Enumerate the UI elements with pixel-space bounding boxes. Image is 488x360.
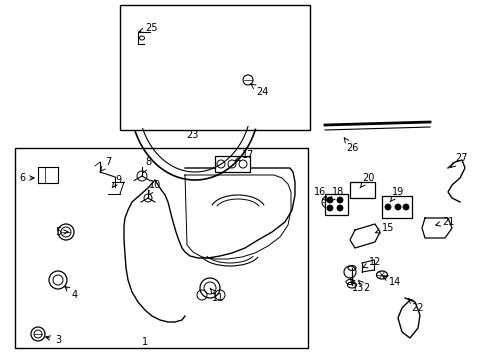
Text: 13: 13 — [349, 278, 364, 293]
Text: 8: 8 — [142, 157, 151, 173]
Text: 7: 7 — [100, 157, 111, 172]
Circle shape — [384, 204, 390, 210]
Circle shape — [336, 205, 342, 211]
Text: 20: 20 — [359, 173, 373, 188]
Text: 23: 23 — [185, 130, 198, 140]
Text: 21: 21 — [435, 217, 453, 227]
Text: 15: 15 — [375, 223, 393, 233]
Bar — [15, 148, 307, 348]
Text: 14: 14 — [382, 276, 400, 287]
Text: 3: 3 — [46, 335, 61, 345]
Bar — [325, 194, 347, 215]
Text: 6: 6 — [19, 173, 34, 183]
Circle shape — [402, 204, 408, 210]
Bar — [215, 156, 249, 172]
Text: 5: 5 — [55, 227, 68, 237]
Text: 27: 27 — [450, 153, 468, 167]
Text: 19: 19 — [389, 187, 403, 202]
Polygon shape — [421, 218, 451, 238]
Text: 12: 12 — [362, 257, 381, 268]
Text: 18: 18 — [329, 187, 344, 202]
Text: 26: 26 — [344, 138, 357, 153]
Circle shape — [336, 197, 342, 203]
Text: 2: 2 — [357, 280, 368, 293]
Text: 24: 24 — [250, 84, 267, 97]
Bar — [120, 5, 309, 130]
Circle shape — [326, 197, 332, 203]
Text: 17: 17 — [235, 150, 254, 161]
Text: 22: 22 — [407, 298, 424, 313]
Text: 25: 25 — [139, 23, 158, 33]
Text: 16: 16 — [313, 187, 327, 202]
Circle shape — [394, 204, 400, 210]
Text: 9: 9 — [112, 175, 121, 188]
Text: 11: 11 — [210, 288, 224, 303]
Bar — [381, 196, 411, 218]
Text: 1: 1 — [142, 337, 148, 347]
Bar — [349, 182, 374, 198]
Text: 4: 4 — [65, 287, 78, 300]
Text: 10: 10 — [148, 180, 161, 195]
Circle shape — [326, 205, 332, 211]
